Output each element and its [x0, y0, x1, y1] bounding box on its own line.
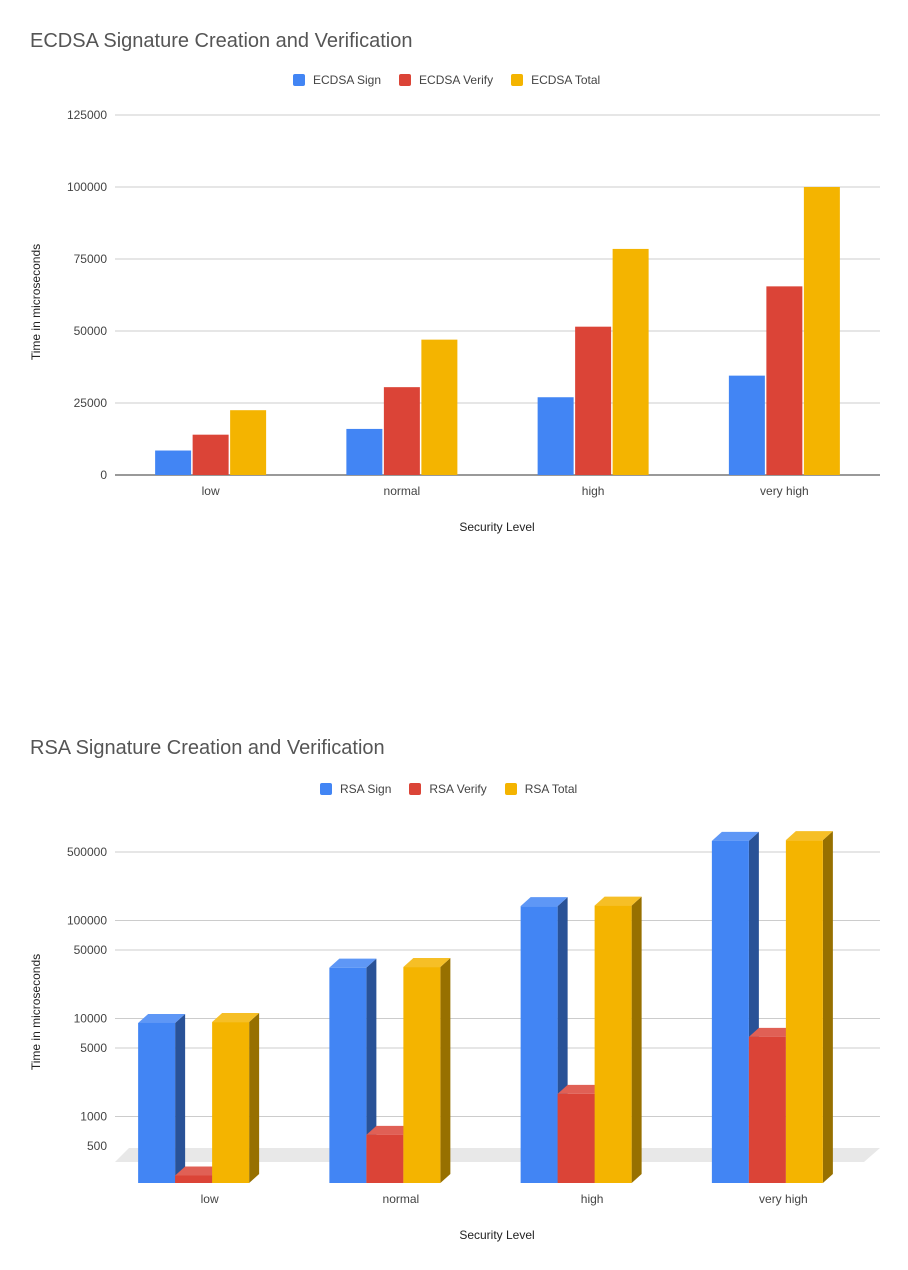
bar-top [520, 897, 568, 907]
bar-top [138, 1013, 186, 1023]
bar [403, 967, 441, 1183]
chart-title: ECDSA Signature Creation and Verificatio… [30, 30, 413, 52]
y-tick-label: 10000 [74, 1011, 108, 1025]
bar-top [785, 831, 833, 841]
x-tick-label: normal [383, 1192, 420, 1206]
bar [766, 286, 803, 475]
legend-swatch [320, 783, 332, 795]
legend-label: ECDSA Verify [419, 73, 494, 87]
bar [803, 187, 840, 475]
legend-label: RSA Total [524, 782, 578, 796]
x-tick-label: very high [760, 484, 809, 498]
legend-item-sign: ECDSA Sign [293, 73, 381, 87]
bar-side [631, 896, 642, 1183]
bar-top [329, 958, 377, 968]
bar [383, 387, 420, 475]
x-tick-label: very high [759, 1192, 808, 1206]
legend-swatch [511, 74, 524, 86]
legend-item-total: RSA Total [504, 782, 578, 796]
bar [575, 326, 612, 475]
legend-swatch [399, 74, 412, 86]
x-tick-label: low [202, 484, 220, 498]
bar [329, 967, 367, 1183]
y-tick-label: 50000 [74, 324, 108, 338]
y-axis-label: Time in microseconds [29, 244, 43, 360]
bar [230, 410, 267, 475]
legend: RSA Sign RSA Verify RSA Total [320, 782, 577, 796]
y-tick-label: 25000 [74, 396, 108, 410]
legend-label: RSA Sign [340, 782, 392, 796]
floor [115, 1148, 880, 1162]
bar [520, 906, 558, 1183]
legend-item-verify: RSA Verify [409, 782, 487, 796]
bar [421, 339, 458, 475]
bar [728, 375, 765, 475]
bar [711, 840, 749, 1183]
legend-label: RSA Verify [429, 782, 487, 796]
bar [192, 434, 229, 475]
rsa-plot: 500 1000 5000 10000 50000 100000 500000 low norm… [29, 831, 880, 1242]
x-tick-label: normal [384, 484, 421, 498]
bar [785, 840, 823, 1183]
y-tick-label: 100000 [67, 180, 107, 194]
bar-side [366, 958, 377, 1183]
bar-side [249, 1013, 260, 1183]
y-tick-label: 125000 [67, 108, 107, 122]
chart-title: RSA Signature Creation and Verification [30, 737, 385, 759]
x-tick-label: high [581, 1192, 604, 1206]
legend-item-total: ECDSA Total [511, 73, 600, 87]
bar-top [748, 1027, 796, 1037]
legend-item-verify: ECDSA Verify [399, 73, 493, 87]
bar-top [212, 1013, 260, 1023]
bar-side [175, 1013, 186, 1183]
bar-top [403, 958, 451, 968]
legend-swatch [504, 783, 517, 795]
y-tick-label: 0 [100, 468, 107, 482]
bar [612, 248, 649, 475]
y-tick-label: 50000 [74, 943, 108, 957]
legend-label: ECDSA Sign [313, 73, 382, 87]
bar [155, 450, 192, 475]
x-tick-label: high [582, 484, 605, 498]
bar [594, 905, 632, 1183]
bar [537, 397, 574, 475]
bar [748, 1036, 786, 1183]
legend-item-sign: RSA Sign [320, 782, 391, 796]
bar-side [440, 958, 451, 1183]
y-axis-label: Time in microseconds [29, 954, 43, 1070]
x-axis-label: Security Level [459, 520, 534, 534]
x-axis-label: Security Level [459, 1228, 534, 1242]
y-tick-label: 500 [87, 1139, 107, 1153]
y-tick-label: 100000 [67, 913, 107, 927]
bar [366, 1134, 404, 1183]
ecdsa-chart: ECDSA Signature Creation and Verificatio… [0, 0, 908, 560]
legend: ECDSA Sign ECDSA Verify ECDSA Total [293, 73, 600, 87]
legend-swatch [293, 74, 305, 86]
y-tick-label: 75000 [74, 252, 108, 266]
legend-label: ECDSA Total [531, 73, 601, 87]
bar [346, 428, 383, 475]
bar [557, 1093, 595, 1183]
bar-top [557, 1084, 605, 1094]
ecdsa-plot: 0 25000 50000 75000 100000 125000 low normal hig… [29, 108, 880, 534]
bar-top [594, 896, 642, 906]
bar [212, 1022, 250, 1183]
bar [175, 1175, 213, 1183]
y-tick-label: 5000 [80, 1041, 107, 1055]
legend-swatch [409, 783, 422, 795]
bar-top [175, 1166, 223, 1176]
x-tick-label: low [201, 1192, 219, 1206]
bar-top [711, 831, 759, 841]
y-tick-label: 1000 [80, 1109, 107, 1123]
bar [138, 1022, 176, 1183]
rsa-chart: RSA Signature Creation and Verification … [0, 710, 908, 1270]
bar-side [822, 831, 833, 1183]
bar-top [366, 1125, 414, 1135]
y-tick-label: 500000 [67, 845, 107, 859]
